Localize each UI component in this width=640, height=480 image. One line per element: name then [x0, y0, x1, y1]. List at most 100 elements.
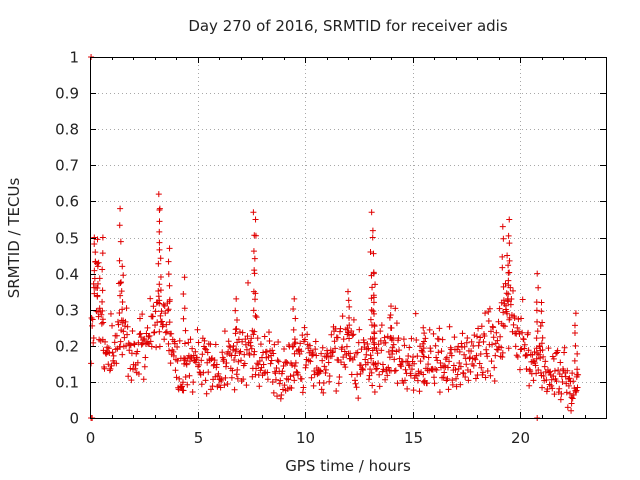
- data-point: [365, 376, 372, 383]
- data-point: [417, 358, 424, 365]
- data-point: [483, 350, 490, 357]
- data-point: [250, 209, 257, 216]
- data-point: [484, 367, 491, 374]
- data-point: [410, 387, 417, 394]
- data-point: [293, 368, 300, 375]
- data-point: [187, 336, 194, 343]
- data-point: [252, 232, 259, 239]
- x-tick-label: 15: [404, 429, 423, 447]
- data-point: [394, 380, 401, 387]
- data-point: [184, 381, 191, 388]
- data-point: [289, 361, 296, 368]
- data-point: [116, 222, 123, 229]
- data-point: [212, 373, 219, 380]
- data-point: [377, 337, 384, 344]
- data-point: [408, 335, 415, 342]
- data-point: [253, 365, 260, 372]
- data-point: [186, 372, 193, 379]
- data-point: [558, 390, 565, 397]
- data-point: [117, 344, 124, 351]
- data-point: [341, 348, 348, 355]
- data-point: [309, 349, 316, 356]
- data-point: [235, 336, 242, 343]
- data-point: [100, 319, 107, 326]
- data-point: [138, 334, 145, 341]
- data-point: [190, 352, 197, 359]
- data-point: [326, 372, 333, 379]
- grid-lines: [90, 57, 606, 418]
- data-point: [232, 352, 239, 359]
- data-point: [460, 370, 467, 377]
- data-point: [553, 378, 560, 385]
- data-point: [470, 362, 477, 369]
- data-point: [251, 270, 258, 277]
- data-point: [265, 353, 272, 360]
- data-point: [432, 342, 439, 349]
- data-point: [533, 335, 540, 342]
- data-point: [437, 360, 444, 367]
- data-point: [494, 346, 501, 353]
- data-point: [520, 336, 527, 343]
- data-point: [487, 372, 494, 379]
- data-point: [450, 362, 457, 369]
- data-point: [162, 329, 169, 336]
- data-point: [149, 313, 156, 320]
- chart-title: Day 270 of 2016, SRMTID for receiver adi…: [188, 17, 508, 35]
- data-point: [536, 343, 543, 350]
- data-point: [400, 336, 407, 343]
- data-point: [523, 352, 530, 359]
- data-point: [533, 345, 540, 352]
- data-point: [368, 209, 375, 216]
- data-point: [263, 348, 270, 355]
- data-point: [490, 324, 497, 331]
- data-point: [295, 371, 302, 378]
- data-point: [166, 319, 173, 326]
- data-point: [229, 346, 236, 353]
- data-point: [329, 348, 336, 355]
- data-point: [88, 315, 95, 322]
- data-point: [249, 373, 256, 380]
- data-point: [227, 344, 234, 351]
- data-point: [371, 322, 378, 329]
- data-point: [335, 380, 342, 387]
- data-point: [176, 375, 183, 382]
- data-point: [217, 384, 224, 391]
- data-point: [163, 321, 170, 328]
- data-point: [155, 288, 162, 295]
- data-point: [367, 316, 374, 323]
- data-point: [123, 305, 130, 312]
- data-point: [121, 334, 128, 341]
- data-point: [387, 311, 394, 318]
- data-point: [463, 339, 470, 346]
- data-point: [370, 250, 377, 257]
- y-tick-labels: 0 0.1 0.2 0.3 0.4 0.5 0.6 0.7 0.8 0.9 1: [55, 49, 79, 428]
- data-point: [137, 330, 144, 337]
- data-point: [385, 348, 392, 355]
- data-point: [91, 290, 98, 297]
- data-point: [244, 333, 251, 340]
- data-point: [202, 377, 209, 384]
- data-point: [539, 384, 546, 391]
- data-point: [171, 340, 178, 347]
- data-point: [303, 362, 310, 369]
- data-point: [342, 364, 349, 371]
- data-point: [253, 314, 260, 321]
- data-point: [457, 363, 464, 370]
- data-point: [290, 305, 297, 312]
- data-point: [392, 367, 399, 374]
- data-point: [127, 342, 134, 349]
- data-point: [503, 290, 510, 297]
- data-point: [255, 361, 262, 368]
- data-point: [346, 322, 353, 329]
- data-point: [234, 375, 241, 382]
- data-point: [396, 355, 403, 362]
- data-point: [371, 335, 378, 342]
- data-point: [388, 336, 395, 343]
- data-point: [99, 287, 106, 294]
- data-point: [358, 346, 365, 353]
- data-point: [446, 323, 453, 330]
- data-point: [117, 279, 124, 286]
- data-point: [119, 351, 126, 358]
- data-point: [274, 357, 281, 364]
- data-point: [320, 379, 327, 386]
